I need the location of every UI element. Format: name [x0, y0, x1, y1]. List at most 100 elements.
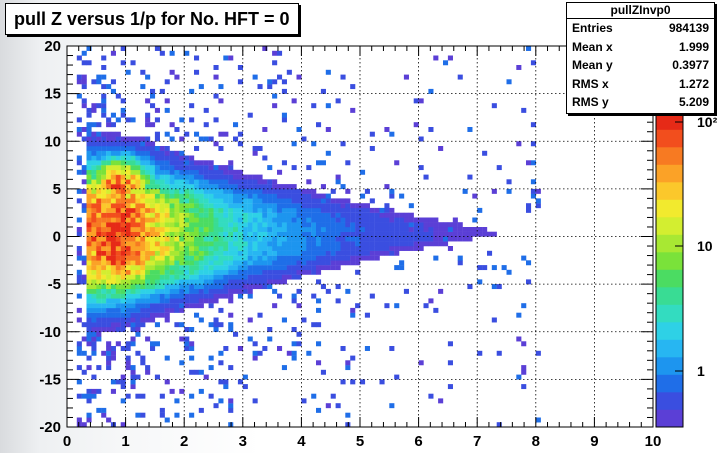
heatmap-cell [325, 236, 331, 242]
heatmap-cell [291, 265, 297, 271]
heatmap-cell [389, 346, 395, 351]
heatmap-cell [189, 160, 195, 166]
heatmap-cell [218, 222, 224, 228]
color-scale-band [656, 339, 683, 358]
heatmap-cell [252, 174, 258, 180]
heatmap-cell [135, 217, 141, 223]
heatmap-cell [96, 236, 102, 242]
heatmap-cell [242, 174, 248, 180]
heatmap-cell [252, 250, 258, 256]
heatmap-cell [208, 246, 214, 251]
heatmap-cell [110, 160, 116, 166]
heatmap-cell [301, 207, 307, 213]
stats-value: 1.272 [678, 76, 709, 91]
heatmap-cell [394, 374, 400, 380]
heatmap-cell [179, 241, 185, 247]
heatmap-cell [335, 174, 341, 180]
heatmap-cell [369, 241, 375, 247]
heatmap-cell [350, 217, 356, 223]
heatmap-cell [350, 207, 356, 213]
heatmap-cell [120, 422, 126, 428]
heatmap-cell [120, 193, 126, 199]
heatmap-cell [501, 265, 507, 271]
heatmap-cell [120, 293, 126, 299]
heatmap-cell [159, 250, 165, 256]
heatmap-cell [198, 284, 204, 290]
heatmap-cell [159, 288, 165, 294]
heatmap-cell [120, 317, 126, 323]
heatmap-cell [281, 274, 287, 280]
heatmap-cell [86, 293, 92, 299]
heatmap-cell [237, 217, 243, 223]
heatmap-cell [301, 241, 307, 247]
heatmap-cell [145, 250, 151, 256]
heatmap-cell [350, 260, 356, 266]
heatmap-cell [179, 207, 185, 213]
heatmap-cell [81, 179, 87, 185]
heatmap-cell [394, 250, 400, 256]
heatmap-cell [281, 365, 287, 371]
heatmap-cell [140, 303, 146, 309]
heatmap-cell [228, 207, 234, 213]
heatmap-cell [335, 236, 341, 242]
heatmap-cell [257, 241, 263, 247]
heatmap-cell [130, 341, 136, 347]
heatmap-cell [115, 193, 121, 199]
heatmap-cell [91, 388, 97, 394]
heatmap-cell [438, 241, 444, 247]
heatmap-cell [257, 265, 263, 271]
heatmap-cell [154, 155, 160, 161]
heatmap-cell [140, 188, 146, 194]
heatmap-cell [360, 212, 366, 218]
heatmap-cell [325, 241, 331, 247]
heatmap-cell [223, 293, 229, 299]
heatmap-cell [169, 303, 175, 309]
heatmap-cell [335, 217, 341, 223]
heatmap-cell [384, 303, 390, 309]
heatmap-cell [76, 246, 82, 251]
heatmap-cell [311, 269, 317, 275]
heatmap-cell [345, 360, 351, 366]
heatmap-cell [389, 193, 395, 199]
heatmap-cell [311, 227, 317, 232]
heatmap-cell [330, 203, 336, 209]
heatmap-cell [120, 227, 126, 232]
heatmap-cell [340, 212, 346, 218]
heatmap-cell [403, 227, 409, 232]
heatmap-cell [218, 279, 224, 285]
heatmap-cell [159, 193, 165, 199]
heatmap-cell [311, 322, 317, 328]
heatmap-cell [252, 188, 258, 194]
heatmap-cell [526, 160, 532, 166]
heatmap-cell [96, 312, 102, 318]
heatmap-cell [101, 103, 107, 109]
heatmap-cell [228, 212, 234, 218]
heatmap-cell [291, 141, 297, 147]
heatmap-cell [228, 222, 234, 228]
heatmap-cell [86, 303, 92, 309]
heatmap-cell [228, 312, 234, 318]
z-tick-label: 10 [697, 238, 713, 254]
heatmap-cell [101, 184, 107, 190]
heatmap-cell [125, 188, 131, 194]
y-tick-label: 15 [44, 86, 61, 103]
heatmap-cell [76, 274, 82, 280]
heatmap-cell [154, 212, 160, 218]
heatmap-cell [125, 274, 131, 280]
heatmap-cell [145, 122, 151, 128]
heatmap-cell [223, 165, 229, 171]
heatmap-cell [218, 217, 224, 223]
heatmap-cell [86, 307, 92, 313]
heatmap-cell [223, 217, 229, 223]
heatmap-cell [237, 284, 243, 290]
heatmap-cell [76, 379, 82, 385]
heatmap-cell [164, 260, 170, 266]
heatmap-cell [262, 188, 268, 194]
heatmap-cell [262, 274, 268, 280]
heatmap-cell [286, 69, 292, 75]
heatmap-cell [394, 246, 400, 251]
heatmap-cell [159, 303, 165, 309]
heatmap-cell [140, 412, 146, 418]
heatmap-cell [374, 222, 380, 228]
heatmap-cell [154, 303, 160, 309]
